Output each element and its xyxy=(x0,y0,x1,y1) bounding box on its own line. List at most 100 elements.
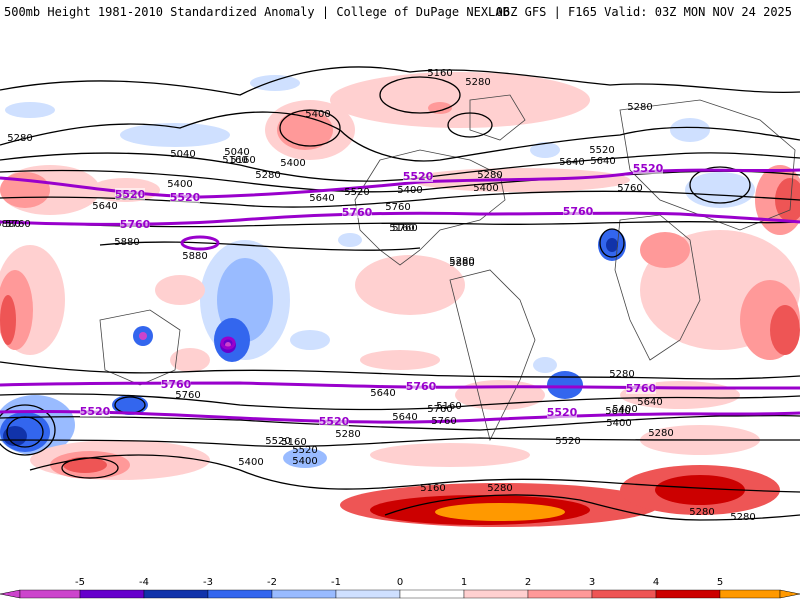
highlighted-contour-label: 5760 xyxy=(161,378,192,391)
contour-label: 5280 xyxy=(689,507,714,518)
colorbar-segment xyxy=(527,589,593,599)
colorbar-segment xyxy=(463,589,529,599)
contour-label-background xyxy=(115,188,145,200)
highlighted-contour-label: 5520 xyxy=(170,191,201,204)
contour-label: 5160 xyxy=(281,437,306,448)
colorbar-segment xyxy=(271,589,337,599)
highlighted-contour-label: 5760 xyxy=(406,380,437,393)
contour-label: 5880 xyxy=(182,251,207,262)
contour-label: 5400 xyxy=(305,109,330,120)
colorbar-left-arrow xyxy=(0,589,21,599)
contour-label: 5760 xyxy=(427,404,452,415)
contour-label: 5760 xyxy=(175,390,200,401)
contour-label: 5280 xyxy=(335,429,360,440)
highlighted-contour-label: 5520 xyxy=(547,406,578,419)
contour-label-background xyxy=(342,206,372,218)
contour-label: 5280 xyxy=(730,512,755,523)
highlighted-contour-label: 5760 xyxy=(626,382,657,395)
contour-label: 5280 xyxy=(648,428,673,439)
contour-label: 5280 xyxy=(7,133,32,144)
contour-label: 5400 xyxy=(397,185,422,196)
colorbar-tick-label: 1 xyxy=(461,577,467,588)
colorbar-right-arrow xyxy=(779,589,800,599)
contour-label-background xyxy=(547,406,577,418)
colorbar-tick-label: 2 xyxy=(525,577,531,588)
contour-label: 5280 xyxy=(449,256,474,267)
contour-label-background xyxy=(403,170,433,182)
contour-label: 5160 xyxy=(230,155,255,166)
contour-label-background xyxy=(170,191,200,203)
contour-label: 5280 xyxy=(609,369,634,380)
highlighted-contour-label: 5760 xyxy=(342,206,373,219)
contour-label: 5640 xyxy=(309,193,334,204)
contour-label-background xyxy=(120,218,150,230)
contour-label: 5040 xyxy=(170,149,195,160)
colorbar-tick-label: -1 xyxy=(331,577,341,588)
contour-label: 5400 xyxy=(612,404,637,415)
colorbar-segment xyxy=(143,589,209,599)
contour-label: 5160 xyxy=(427,68,452,79)
contour-label: 5760 xyxy=(385,202,410,213)
highlighted-contour-label: 5520 xyxy=(319,415,350,428)
contour-label: 5280 xyxy=(477,170,502,181)
contour-label: 5880 xyxy=(114,237,139,248)
contour-label: 5400 xyxy=(473,183,498,194)
contour-label: 5760 xyxy=(392,223,417,234)
colorbar: -5 -4 -3 -2 -1 0 1 2 3 4 5 xyxy=(0,577,800,599)
contour-label: 5400 xyxy=(167,179,192,190)
contour-label-background xyxy=(626,382,656,394)
contour-label: 5160 xyxy=(222,155,247,166)
contour-label: 5760 xyxy=(617,183,642,194)
highlighted-contour-label: 5520 xyxy=(80,405,111,418)
colorbar-tick-label: 0 xyxy=(397,577,403,588)
contour-label: 5280 xyxy=(255,170,280,181)
highlighted-contour-label: 5760 xyxy=(563,205,594,218)
highlighted-contour-label: 5760 xyxy=(120,218,151,231)
colorbar-segment xyxy=(655,589,721,599)
contour-label: 5400 xyxy=(606,418,631,429)
height-contours xyxy=(0,66,800,521)
header-run-info: 06Z GFS | F165 Valid: 03Z MON NOV 24 202… xyxy=(495,5,792,19)
contour-label: 5280 xyxy=(487,483,512,494)
contour-label: 5640 xyxy=(92,201,117,212)
highlighted-contour-label: 5520 xyxy=(633,162,664,175)
colorbar-tick-label: 3 xyxy=(589,577,595,588)
contour-label-background xyxy=(563,205,593,217)
contour-label: 5880 xyxy=(0,219,21,230)
colorbar-tick-label: 5 xyxy=(717,577,723,588)
colorbar-tick-label: -2 xyxy=(267,577,277,588)
contour-label: 5280 xyxy=(627,102,652,113)
contour-label: 5160 xyxy=(420,483,445,494)
contour-label-background xyxy=(406,380,436,392)
colorbar-tick-label: -4 xyxy=(139,577,149,588)
colorbar-segment xyxy=(335,589,401,599)
contour-label: 5520 xyxy=(589,145,614,156)
contour-label: 5880 xyxy=(449,258,474,269)
contour-label-background xyxy=(319,415,349,427)
contour-label-background xyxy=(633,162,663,174)
contour-label: 5400 xyxy=(280,158,305,169)
colorbar-segment xyxy=(399,589,465,599)
contour-label: 5160 xyxy=(436,401,461,412)
highlighted-contour-label: 5520 xyxy=(115,188,146,201)
contour-label-background xyxy=(161,378,191,390)
contour-label: 5640 xyxy=(370,388,395,399)
colorbar-tick-label: 4 xyxy=(653,577,659,588)
colorbar-segment xyxy=(207,589,273,599)
colorbar-segment xyxy=(719,589,781,599)
colorbar-segment xyxy=(79,589,145,599)
contour-label: 5160 xyxy=(389,223,414,234)
contour-label: 5760 xyxy=(5,219,30,230)
colorbar-tick-label: -3 xyxy=(203,577,213,588)
contour-label: 5400 xyxy=(292,456,317,467)
colorbar-segment xyxy=(591,589,657,599)
contour-label: 5400 xyxy=(238,457,263,468)
contour-label: 5640 xyxy=(590,156,615,167)
header-title: 500mb Height 1981-2010 Standardized Anom… xyxy=(4,5,510,19)
contour-label: 5520 xyxy=(265,436,290,447)
contour-label: 5640 xyxy=(605,406,630,417)
contour-label: 5520 xyxy=(344,187,369,198)
contour-label: 5280 xyxy=(465,77,490,88)
